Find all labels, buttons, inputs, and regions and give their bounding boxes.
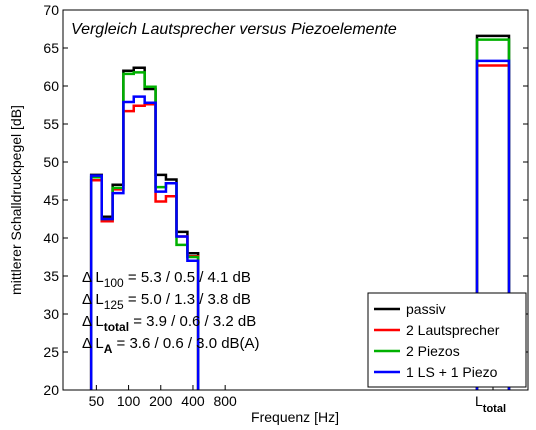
annotation-layer: Δ L100 = 5.3 / 0.5 / 4.1 dBΔ L125 = 5.0 … [82, 269, 260, 356]
x-tick-label: 50 [89, 393, 105, 409]
annotation-line: Δ Ltotal = 3.9 / 0.6 / 3.2 dB [82, 313, 256, 334]
x-tick-label: 100 [117, 393, 141, 409]
y-tick-label: 45 [43, 192, 59, 208]
y-tick-label: 70 [43, 2, 59, 18]
y-tick-label: 55 [43, 116, 59, 132]
y-tick-label: 65 [43, 40, 59, 56]
x-tick-label-total: Ltotal [475, 393, 506, 415]
x-tick-label: 200 [149, 393, 173, 409]
y-tick-label: 30 [43, 306, 59, 322]
y-tick-label: 50 [43, 154, 59, 170]
ticks-layer: 20 25 30 35 40 45 50 55 60 65 70 50 100 200 400 800 Ltot… [43, 2, 528, 415]
y-axis-label: mittlerer Schalldruckpegel [dB] [8, 105, 24, 295]
series-total-bar-3 [475, 59, 511, 390]
x-tick-label: 800 [213, 393, 237, 409]
y-tick-label: 35 [43, 268, 59, 284]
legend-entry: 2 Piezos [406, 343, 460, 359]
y-tick-label: 20 [43, 382, 59, 398]
legend: passiv 2 Lautsprecher 2 Piezos 1 LS + 1 Pie… [367, 292, 527, 388]
plot-frame [62, 9, 529, 391]
annotation-line: Δ L100 = 5.3 / 0.5 / 4.1 dB [82, 269, 251, 290]
legend-entry: passiv [406, 301, 446, 317]
annotation-line: Δ LA = 3.6 / 0.6 / 3.0 dB(A) [82, 335, 260, 356]
series-layer [89, 34, 511, 390]
legend-entry: 1 LS + 1 Piezo [406, 364, 498, 380]
y-tick-label: 40 [43, 230, 59, 246]
legend-entry: 2 Lautsprecher [406, 322, 500, 338]
y-tick-label: 60 [43, 78, 59, 94]
chart-title: Vergleich Lautsprecher versus Piezoeleme… [71, 21, 397, 38]
y-tick-label: 25 [43, 344, 59, 360]
x-tick-label: 400 [181, 393, 205, 409]
annotation-line: Δ L125 = 5.0 / 1.3 / 3.8 dB [82, 291, 251, 312]
series-line-3 [89, 95, 200, 390]
x-axis-label: Frequenz [Hz] [251, 409, 339, 425]
